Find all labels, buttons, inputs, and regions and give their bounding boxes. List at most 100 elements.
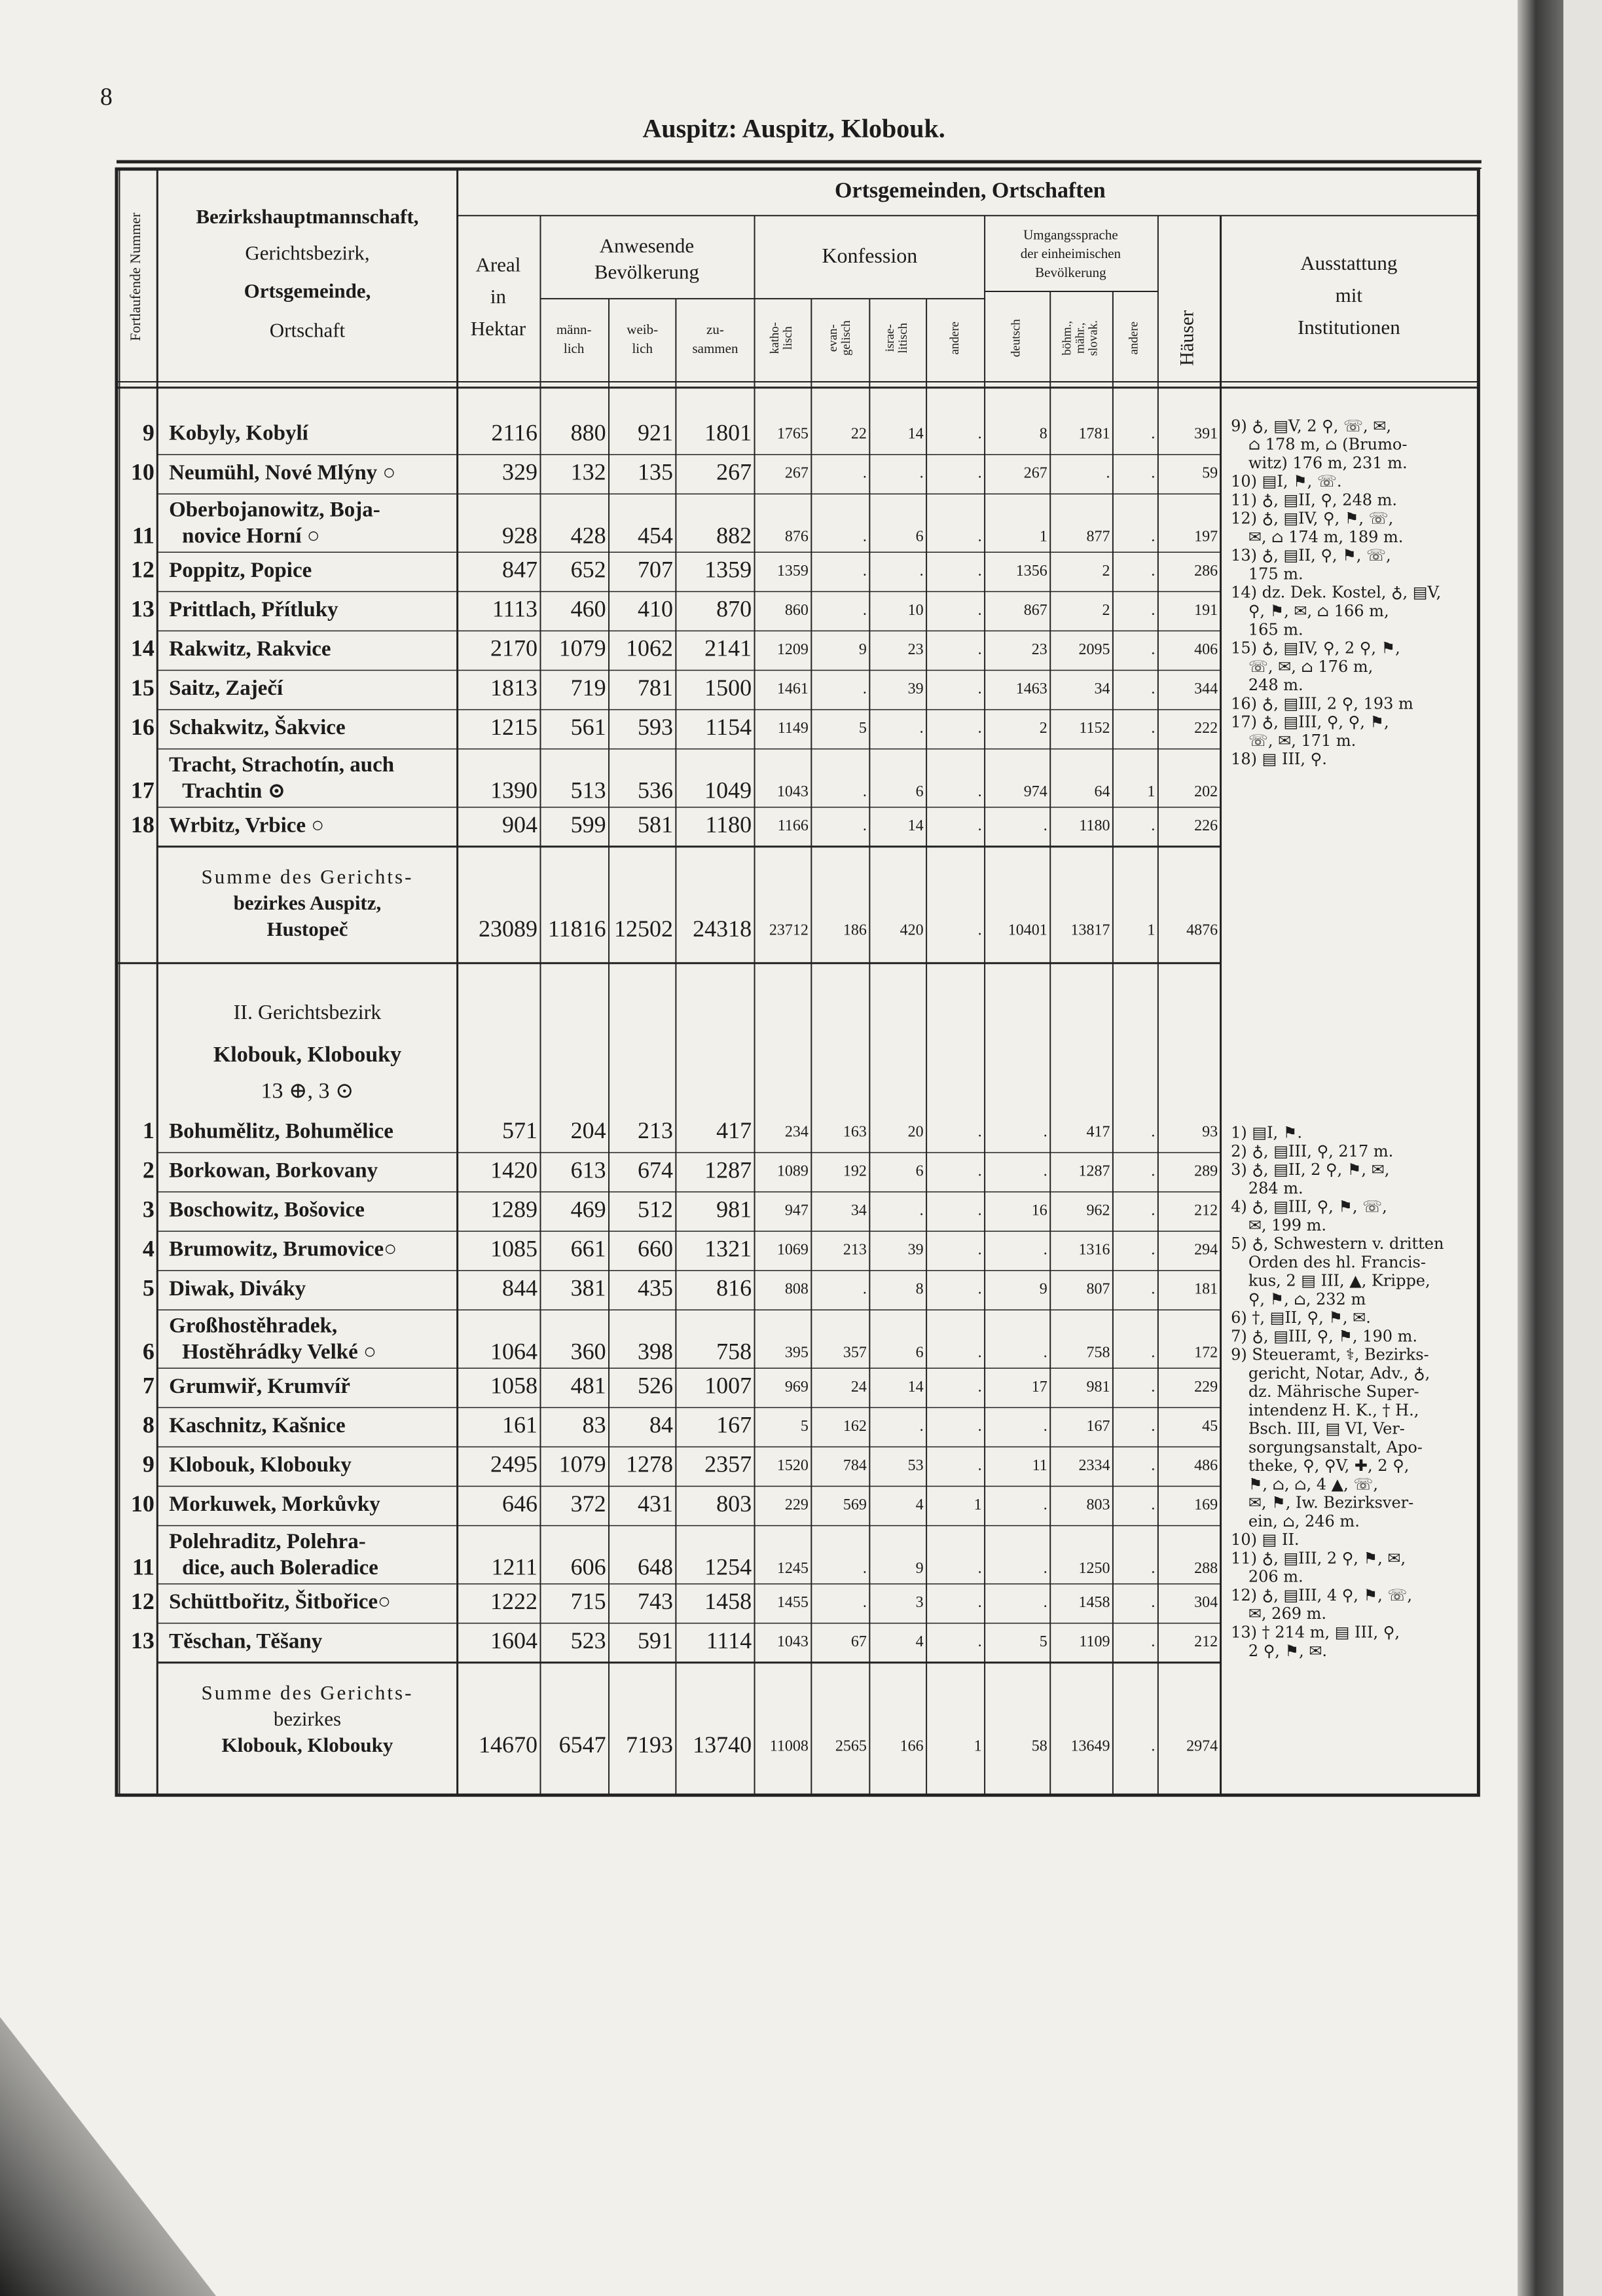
note-line: Orden des hl. Francis- bbox=[1248, 1253, 1426, 1271]
cell-number: 84 bbox=[649, 1412, 673, 1438]
header-label: sammen bbox=[692, 341, 738, 356]
cell-number: 469 bbox=[571, 1196, 606, 1222]
cell-small: 14 bbox=[908, 1379, 924, 1396]
cell-small: 229 bbox=[1194, 1379, 1218, 1396]
header-label: lisch bbox=[781, 326, 795, 350]
cell-number: 329 bbox=[502, 459, 537, 485]
cell-small: 23 bbox=[1032, 641, 1047, 658]
note-line: 175 m. bbox=[1248, 565, 1303, 583]
cell-small: . bbox=[1151, 1344, 1155, 1361]
place-name: Kobyly, Kobylí bbox=[169, 422, 309, 445]
cell-small: 1 bbox=[1147, 921, 1155, 938]
cell-small: . bbox=[1151, 426, 1155, 443]
cell-small: 867 bbox=[1024, 602, 1047, 619]
place-name: Oberbojanowitz, Boja- bbox=[169, 498, 380, 522]
header-label: Anwesende bbox=[600, 234, 695, 257]
header-label: Bezirkshauptmannschaft, bbox=[196, 205, 418, 228]
cell-small: 4 bbox=[916, 1496, 924, 1513]
note-line: ☏, ✉, ⌂ 176 m, bbox=[1248, 657, 1373, 676]
note-line: 15) ♁, ▤IV, ⚲, 2 ⚲, ⚑, bbox=[1231, 639, 1400, 657]
cell-small: . bbox=[978, 1594, 982, 1611]
cell-small: . bbox=[1044, 1163, 1047, 1180]
cell-small: . bbox=[978, 783, 982, 800]
cell-number: 1813 bbox=[490, 675, 537, 701]
cell-small: 1250 bbox=[1078, 1560, 1110, 1577]
row-number: 11 bbox=[132, 1554, 155, 1580]
cell-small: 13649 bbox=[1070, 1737, 1110, 1754]
cell-number: 398 bbox=[638, 1338, 673, 1364]
cell-number: 1278 bbox=[626, 1451, 673, 1477]
cell-small: 9 bbox=[916, 1560, 924, 1577]
cell-small: 395 bbox=[785, 1344, 809, 1361]
cell-small: . bbox=[978, 426, 982, 443]
note-line: 12) ♁, ▤III, 4 ⚲, ⚑, ☏, bbox=[1231, 1586, 1412, 1604]
row-number: 12 bbox=[131, 1588, 155, 1614]
cell-number: 513 bbox=[571, 777, 606, 804]
cell-small: 197 bbox=[1194, 528, 1218, 546]
note-line: 206 m. bbox=[1248, 1568, 1303, 1586]
corner-shadow bbox=[0, 2017, 216, 2296]
cell-small: 10401 bbox=[1008, 921, 1047, 938]
note-line: 3) ♁, ▤II, 2 ⚲, ⚑, ✉, bbox=[1231, 1160, 1389, 1179]
header-label: katho- bbox=[768, 322, 782, 354]
cell-small: 1166 bbox=[778, 817, 809, 834]
cell-number: 1289 bbox=[490, 1196, 537, 1222]
cell-number: 660 bbox=[638, 1235, 673, 1261]
cell-small: 1245 bbox=[777, 1560, 809, 1577]
cell-small: 212 bbox=[1194, 1202, 1218, 1219]
note-line: ✉, ⌂ 174 m, 189 m. bbox=[1248, 528, 1404, 546]
cell-small: 191 bbox=[1194, 602, 1218, 619]
cell-small: 1316 bbox=[1078, 1242, 1110, 1259]
cell-number: 816 bbox=[716, 1275, 752, 1301]
cell-number: 6547 bbox=[559, 1731, 606, 1758]
note-line: ⚲, ⚑, ⌂, 232 m bbox=[1248, 1290, 1366, 1308]
header-label: mit bbox=[1336, 284, 1363, 306]
cell-number: 591 bbox=[638, 1627, 673, 1654]
cell-small: 860 bbox=[785, 602, 809, 619]
cell-small: 267 bbox=[1024, 465, 1047, 482]
cell-number: 882 bbox=[716, 522, 752, 548]
note-line: ein, ⌂, 246 m. bbox=[1248, 1512, 1360, 1530]
cell-number: 1180 bbox=[705, 811, 752, 838]
cell-small: 1458 bbox=[1078, 1594, 1110, 1611]
cell-small: 294 bbox=[1194, 1242, 1218, 1259]
cell-number: 715 bbox=[571, 1588, 606, 1614]
row-number: 10 bbox=[131, 459, 155, 485]
cell-small: 13817 bbox=[1070, 921, 1110, 938]
cell-small: . bbox=[1151, 528, 1155, 546]
cell-small: 803 bbox=[1086, 1496, 1110, 1513]
cell-number: 410 bbox=[638, 596, 673, 622]
cell-small: 784 bbox=[843, 1457, 867, 1474]
total-label: Summe des Gerichts- bbox=[202, 1681, 414, 1704]
cell-number: 880 bbox=[571, 419, 606, 445]
cell-number: 536 bbox=[638, 777, 673, 804]
note-line: ✉, 269 m. bbox=[1248, 1604, 1326, 1623]
cell-small: 1043 bbox=[777, 1633, 809, 1650]
next-page-edge bbox=[1563, 0, 1602, 2296]
cell-number: 1359 bbox=[704, 557, 752, 583]
cell-small: 808 bbox=[785, 1281, 809, 1298]
row-number: 7 bbox=[143, 1373, 155, 1399]
cell-small: 212 bbox=[1194, 1633, 1218, 1650]
cell-number: 12502 bbox=[614, 916, 673, 942]
row-number: 13 bbox=[131, 1627, 155, 1654]
header-label: der einheimischen bbox=[1021, 246, 1121, 261]
header-label: böhm., bbox=[1060, 321, 1074, 356]
note-line: 284 m. bbox=[1248, 1179, 1303, 1197]
note-line: 165 m. bbox=[1248, 620, 1303, 639]
note-line: 248 m. bbox=[1248, 676, 1303, 694]
cell-number: 921 bbox=[638, 419, 673, 445]
row-number: 14 bbox=[131, 635, 155, 661]
cell-small: 64 bbox=[1094, 783, 1110, 800]
cell-small: 23 bbox=[908, 641, 924, 658]
place-name: Těschan, Těšany bbox=[169, 1629, 323, 1653]
header-label: gelisch bbox=[839, 320, 853, 356]
cell-small: . bbox=[1151, 465, 1155, 482]
cell-small: 162 bbox=[843, 1418, 867, 1435]
cell-small: 1356 bbox=[1016, 563, 1047, 580]
place-name: Schüttbořitz, Šitbořice○ bbox=[169, 1589, 391, 1614]
note-line: ⌂ 178 m, ⌂ (Brumo- bbox=[1248, 435, 1408, 454]
note-line: 18) ▤ III, ⚲. bbox=[1231, 750, 1327, 768]
cell-small: 2974 bbox=[1186, 1737, 1218, 1754]
note-line: 11) ♁, ▤III, 2 ⚲, ⚑, ✉, bbox=[1231, 1549, 1406, 1567]
